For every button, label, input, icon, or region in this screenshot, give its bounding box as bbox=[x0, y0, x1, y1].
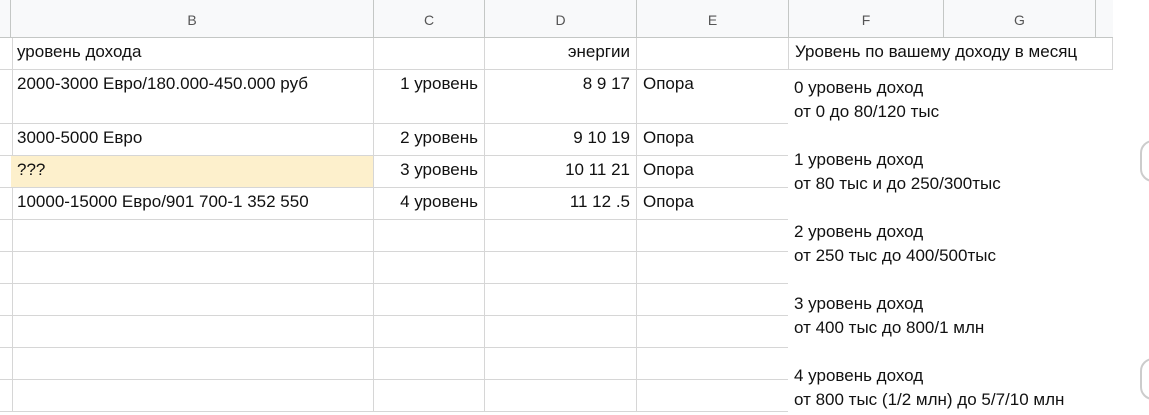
column-header-g[interactable]: G bbox=[944, 0, 1096, 38]
cell-e[interactable] bbox=[637, 284, 789, 316]
corner-header[interactable] bbox=[0, 0, 11, 38]
cell-c[interactable] bbox=[374, 316, 485, 348]
row-header[interactable] bbox=[0, 188, 13, 220]
cell-c[interactable] bbox=[374, 220, 485, 252]
row-header[interactable] bbox=[0, 70, 13, 124]
cell-e[interactable] bbox=[637, 220, 789, 252]
cell-c[interactable]: 1 уровень bbox=[374, 70, 485, 124]
cell-b[interactable]: 3000-5000 Евро bbox=[11, 124, 374, 156]
cell-e[interactable]: Опора bbox=[637, 188, 789, 220]
cell-b[interactable] bbox=[11, 348, 374, 380]
cell-b[interactable]: 10000-15000 Евро/901 700-1 352 550 bbox=[11, 188, 374, 220]
cell-b[interactable]: 2000-3000 Евро/180.000-450.000 руб bbox=[11, 70, 374, 124]
cell-e[interactable] bbox=[637, 348, 789, 380]
row-header[interactable] bbox=[0, 348, 13, 380]
row-header[interactable] bbox=[0, 124, 13, 156]
row-header[interactable] bbox=[0, 252, 13, 284]
cell-e[interactable] bbox=[637, 252, 789, 284]
cell-d[interactable] bbox=[485, 316, 637, 348]
cell-e[interactable]: Опора bbox=[637, 124, 789, 156]
cell-c[interactable]: 4 уровень bbox=[374, 188, 485, 220]
cell-b[interactable]: ??? bbox=[11, 156, 374, 188]
column-header-e[interactable]: E bbox=[637, 0, 789, 38]
cell-d[interactable]: 9 10 19 bbox=[485, 124, 637, 156]
cell-e[interactable]: Опора bbox=[637, 156, 789, 188]
cell-f-header[interactable]: Уровень по вашему доходу в месяц bbox=[789, 38, 1113, 70]
column-header-f[interactable]: F bbox=[789, 0, 944, 38]
cell-c[interactable] bbox=[374, 284, 485, 316]
cell-e[interactable] bbox=[637, 316, 789, 348]
cell-d[interactable]: 10 11 21 bbox=[485, 156, 637, 188]
cell-b[interactable] bbox=[11, 380, 374, 412]
cell-d[interactable]: 8 9 17 bbox=[485, 70, 637, 124]
level-4: 4 уровень доход от 800 тыс (1/2 млн) до 5… bbox=[794, 366, 1065, 409]
cell-b[interactable] bbox=[11, 284, 374, 316]
cell-c[interactable] bbox=[374, 380, 485, 412]
column-header-c[interactable]: C bbox=[374, 0, 485, 38]
cell-d-header[interactable]: энергии bbox=[485, 38, 637, 70]
level-3: 3 уровень доход от 400 тыс до 800/1 млн bbox=[794, 294, 985, 337]
cell-b-header[interactable]: уровень дохода bbox=[11, 38, 374, 70]
cell-c-header[interactable] bbox=[374, 38, 485, 70]
level-0: 0 уровень доход от 0 до 80/120 тыс bbox=[794, 78, 940, 121]
row-header[interactable] bbox=[0, 284, 13, 316]
cell-d[interactable] bbox=[485, 252, 637, 284]
cell-b[interactable] bbox=[11, 316, 374, 348]
cell-d[interactable] bbox=[485, 380, 637, 412]
cell-d[interactable] bbox=[485, 348, 637, 380]
cell-b[interactable] bbox=[11, 252, 374, 284]
cell-d[interactable] bbox=[485, 284, 637, 316]
cell-e-header[interactable] bbox=[637, 38, 789, 70]
column-header-b[interactable]: B bbox=[11, 0, 374, 38]
level-2: 2 уровень доход от 250 тыс до 400/500тыс bbox=[794, 222, 996, 265]
cell-d[interactable]: 11 12 .5 bbox=[485, 188, 637, 220]
level-1: 1 уровень доход от 80 тыс и до 250/300тыс bbox=[794, 150, 1001, 193]
cell-e[interactable] bbox=[637, 380, 789, 412]
merged-cell-income-levels[interactable]: 0 уровень доход от 0 до 80/120 тыс 1 уров… bbox=[788, 70, 1113, 415]
cell-c[interactable]: 2 уровень bbox=[374, 124, 485, 156]
cell-e[interactable]: Опора bbox=[637, 70, 789, 124]
cell-b[interactable] bbox=[11, 220, 374, 252]
spreadsheet-grid: B C D E F G уровень дохода энергии Урове… bbox=[0, 0, 1113, 415]
row-header[interactable] bbox=[0, 380, 13, 412]
cell-d[interactable] bbox=[485, 220, 637, 252]
row-header[interactable] bbox=[0, 38, 13, 70]
column-header-d[interactable]: D bbox=[485, 0, 637, 38]
cell-c[interactable] bbox=[374, 252, 485, 284]
side-panel-button[interactable] bbox=[1140, 140, 1149, 182]
row-header[interactable] bbox=[0, 220, 13, 252]
cell-c[interactable]: 3 уровень bbox=[374, 156, 485, 188]
side-panel-button[interactable] bbox=[1140, 358, 1149, 400]
row-header[interactable] bbox=[0, 316, 13, 348]
column-header-h[interactable] bbox=[1096, 0, 1113, 38]
cell-c[interactable] bbox=[374, 348, 485, 380]
